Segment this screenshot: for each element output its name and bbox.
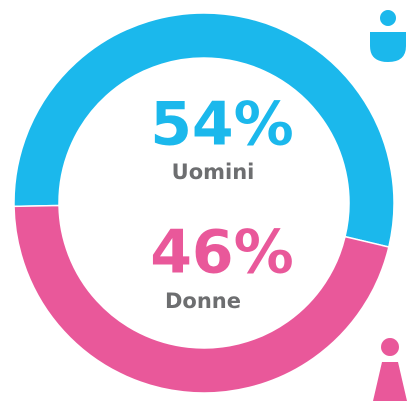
percent-label: 46% (150, 218, 294, 288)
donut-segment (13, 204, 390, 394)
woman-icon (373, 338, 407, 401)
donut-segment (13, 12, 395, 248)
category-label: Donne (165, 289, 241, 313)
category-label: Uomini (172, 160, 255, 184)
man-icon (370, 10, 406, 62)
percent-label: 54% (150, 90, 294, 160)
